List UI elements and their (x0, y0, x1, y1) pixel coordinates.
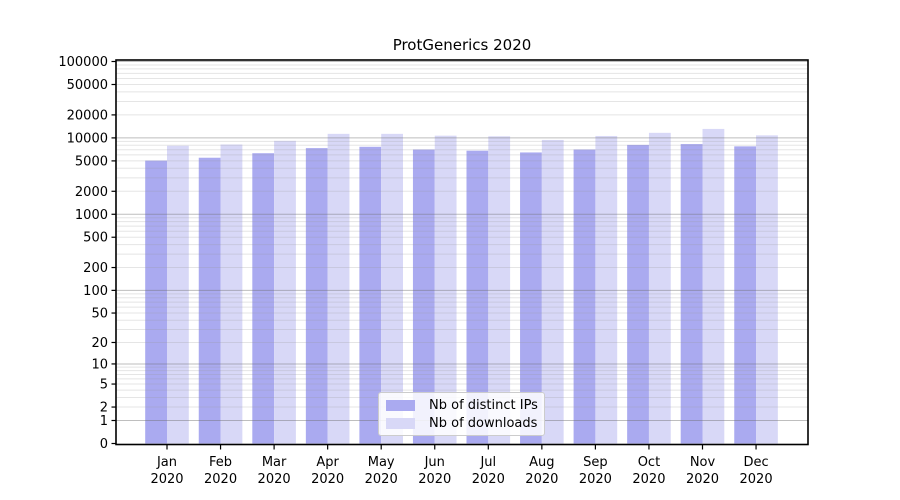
bar-downloads-feb (220, 144, 243, 444)
y-tick-label: 100000 (58, 55, 108, 70)
y-tick-label: 20 (91, 336, 108, 351)
y-tick-label: 2000 (75, 185, 108, 200)
x-tick-label-year: 2020 (418, 472, 451, 487)
y-tick-label: 200 (83, 261, 108, 276)
y-tick-label: 10000 (67, 131, 108, 146)
x-tick-label-month: Jan (156, 455, 177, 470)
bar-distinct-ips-sep (573, 149, 596, 444)
y-tick-label: 0 (100, 437, 108, 452)
x-tick-label-month: Oct (638, 455, 660, 470)
x-tick-label-month: Aug (529, 455, 554, 470)
y-tick-label: 2 (100, 401, 108, 416)
y-tick-label: 10 (91, 357, 108, 372)
x-tick-label-month: Apr (316, 455, 339, 470)
legend-item-distinct-ips: Nb of distinct IPs (386, 398, 538, 413)
x-tick-label-month: Mar (262, 455, 287, 470)
bar-downloads-mar (274, 140, 296, 444)
x-tick-label-month: Feb (209, 455, 232, 470)
bar-downloads-apr (327, 133, 350, 444)
bar-downloads-jan (167, 145, 189, 444)
bar-distinct-ips-nov (680, 144, 703, 444)
bar-downloads-dec (756, 135, 778, 444)
chart-title: ProtGenerics 2020 (392, 36, 532, 54)
bars-group (145, 128, 778, 444)
bar-distinct-ips-feb (198, 157, 221, 444)
x-tick-label-month: May (368, 455, 395, 470)
y-tick-label: 50 (91, 307, 108, 322)
x-axis: Jan 2020 Feb 2020 Mar 2020 Apr 2020 May 2020 Jun 20… (150, 444, 773, 487)
x-tick-label-year: 2020 (525, 472, 558, 487)
legend-label-downloads: Nb of downloads (429, 415, 538, 431)
x-tick-label-month: Jun (424, 455, 445, 470)
bar-downloads-sep (595, 135, 618, 444)
x-tick-label-year: 2020 (204, 472, 237, 487)
x-tick-label-year: 2020 (740, 472, 773, 487)
x-tick-label-year: 2020 (632, 472, 665, 487)
bar-downloads-aug (541, 139, 564, 444)
plot-spines (115, 59, 809, 446)
y-tick-label: 20000 (67, 108, 108, 123)
bar-distinct-ips-jun (412, 149, 435, 444)
gridlines (116, 60, 808, 422)
bar-downloads-may (381, 133, 403, 444)
x-tick-label-year: 2020 (365, 472, 398, 487)
bar-downloads-jun (434, 135, 457, 444)
x-tick-label-month: Nov (690, 455, 716, 470)
bar-distinct-ips-apr (305, 148, 328, 444)
x-tick-label-month: Dec (743, 455, 768, 470)
y-tick-label: 5000 (75, 154, 108, 169)
bar-distinct-ips-dec (734, 146, 757, 444)
y-axis: 0 12 5 10 20 50 100 200 500 1000 2000 5000 10000 2000… (58, 55, 116, 452)
y-tick-label: 50000 (67, 78, 108, 93)
legend-label-distinct-ips: Nb of distinct IPs (429, 397, 538, 413)
x-tick-label-year: 2020 (472, 472, 505, 487)
y-tick-label: 1000 (75, 208, 108, 223)
bar-downloads-jul (488, 136, 511, 444)
y-tick-label: 1 (100, 414, 108, 429)
bar-distinct-ips-aug (520, 152, 542, 444)
x-tick-label-year: 2020 (686, 472, 719, 487)
x-tick-label-year: 2020 (311, 472, 344, 487)
x-tick-label-year: 2020 (258, 472, 291, 487)
y-tick-label: 5 (100, 378, 108, 393)
x-tick-label-month: Sep (583, 455, 608, 470)
legend-item-downloads: Nb of downloads (386, 416, 538, 431)
x-tick-label-month: Jul (479, 455, 496, 470)
bar-distinct-ips-jan (145, 160, 167, 444)
x-tick-label-year: 2020 (150, 472, 183, 487)
bar-distinct-ips-may (359, 146, 382, 444)
bar-downloads-oct (648, 132, 671, 444)
legend-swatch-distinct-ips (386, 399, 415, 411)
bar-distinct-ips-oct (627, 144, 649, 444)
bar-distinct-ips-jul (466, 150, 489, 444)
bar-distinct-ips-mar (252, 153, 275, 444)
x-tick-label-year: 2020 (579, 472, 612, 487)
bar-downloads-nov (702, 128, 725, 444)
y-tick-label: 500 (83, 231, 108, 246)
legend: Nb of distinct IPs Nb of downloads (378, 392, 545, 436)
legend-swatch-downloads (386, 417, 415, 429)
y-tick-label: 100 (83, 284, 108, 299)
